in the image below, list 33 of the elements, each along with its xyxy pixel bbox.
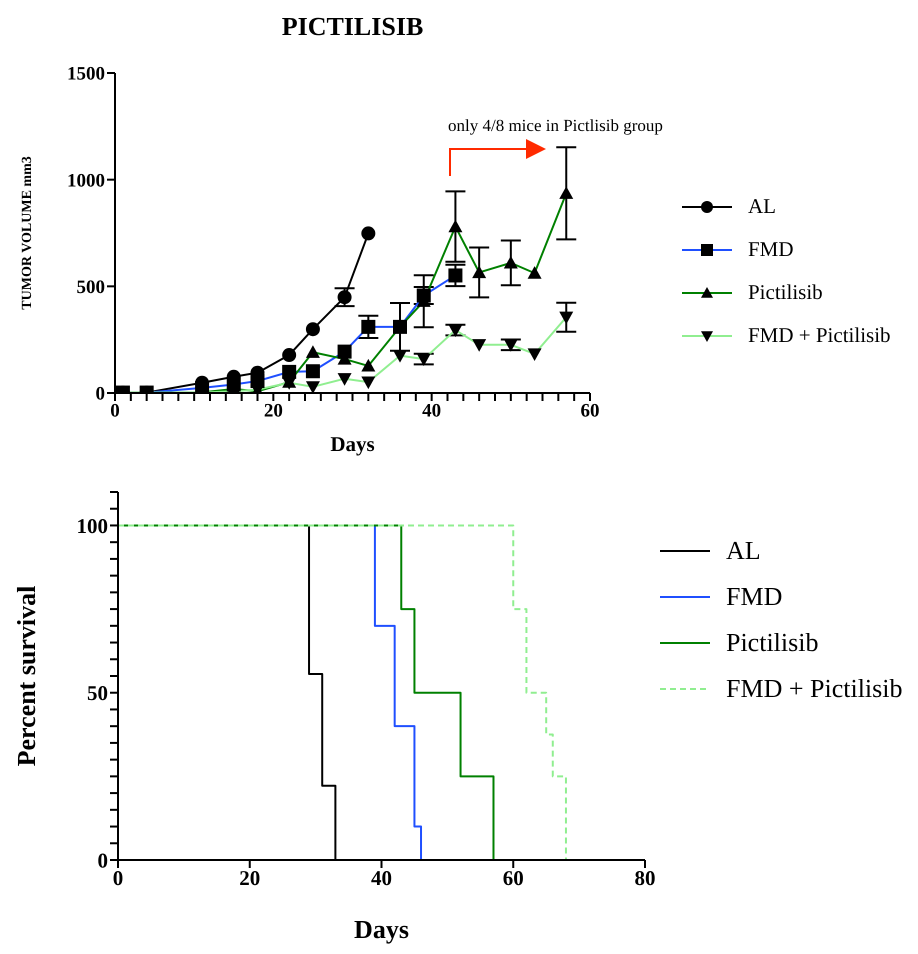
legend-label: FMD + Pictilisib bbox=[726, 674, 902, 704]
point bbox=[361, 226, 376, 240]
y-tick-label: 1500 bbox=[67, 64, 105, 85]
chart-title: PICTILISIB bbox=[280, 12, 424, 42]
y-tick-label: 100 bbox=[76, 514, 108, 538]
legend-label: Pictilisib bbox=[726, 628, 818, 658]
y-tick-label: 0 bbox=[96, 384, 105, 405]
x-tick-label: 60 bbox=[502, 866, 524, 890]
x-tick-label: 80 bbox=[634, 866, 656, 890]
x-tick-label: 40 bbox=[422, 400, 442, 422]
y-tick-label: 0 bbox=[98, 848, 108, 872]
legend-label: Pictilisib bbox=[748, 280, 823, 305]
point bbox=[306, 322, 320, 336]
x-axis-title: Days bbox=[354, 915, 409, 944]
legend-label: FMD bbox=[748, 237, 794, 262]
x-tick-label: 40 bbox=[371, 866, 392, 890]
legend-label: FMD bbox=[726, 582, 782, 612]
y-axis-title: Percent survival bbox=[12, 586, 42, 766]
point bbox=[338, 290, 352, 304]
x-tick-label: 0 bbox=[112, 866, 124, 890]
x-tick-label: 20 bbox=[239, 866, 260, 890]
y-tick-label: 50 bbox=[87, 681, 108, 706]
annotation: only 4/8 mice in Pictlisib group bbox=[448, 116, 663, 136]
legend-label: FMD + Pictilisib bbox=[748, 323, 891, 348]
legend-label: AL bbox=[748, 194, 776, 219]
legend-label: AL bbox=[726, 536, 761, 566]
x-axis-title: Days bbox=[330, 432, 375, 456]
y-axis-title: TUMOR VOLUME mm3 bbox=[20, 156, 35, 310]
x-tick-label: 60 bbox=[580, 400, 600, 422]
y-tick-label: 1000 bbox=[67, 170, 105, 192]
y-tick-label: 500 bbox=[76, 277, 105, 298]
x-tick-label: 20 bbox=[264, 400, 283, 422]
point bbox=[282, 348, 296, 362]
